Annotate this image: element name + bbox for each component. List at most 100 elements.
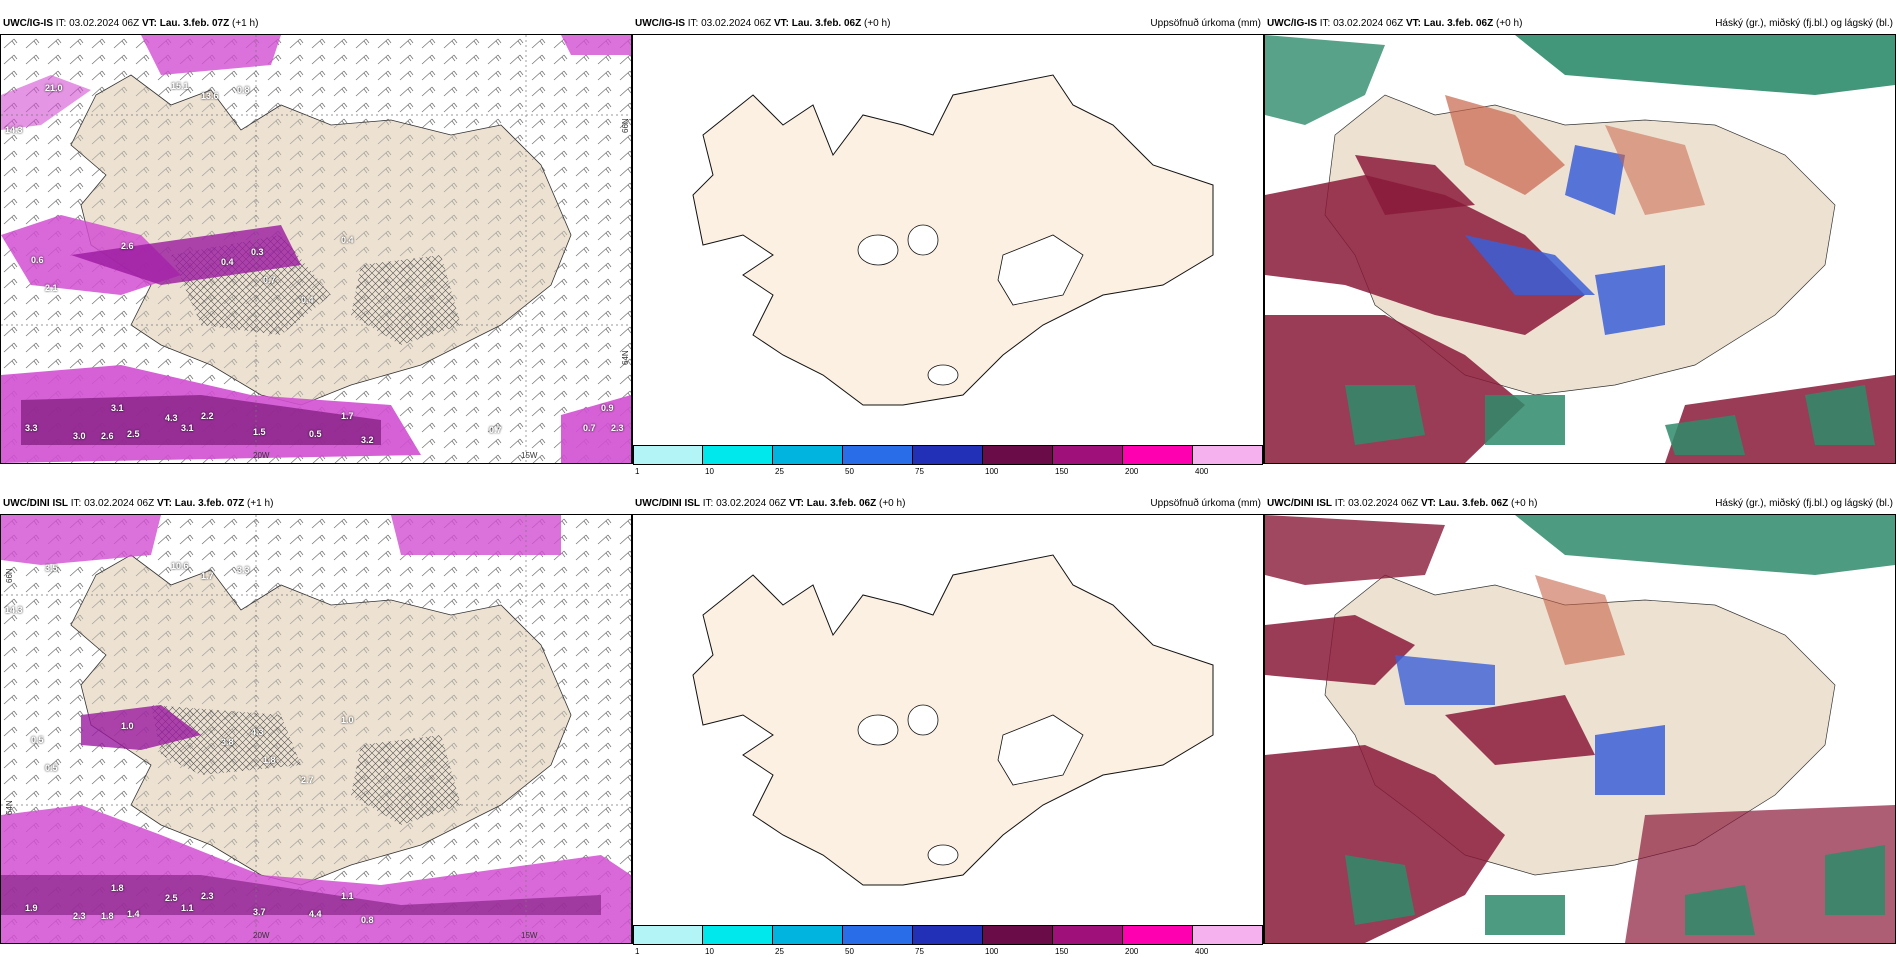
panel-header: UWC/IG-IS IT: 03.02.2024 06Z VT: Lau. 3.… bbox=[1267, 16, 1522, 32]
precip-value-label: 13.6 bbox=[201, 91, 219, 101]
lead-time: (+1 h) bbox=[247, 498, 274, 509]
model-name: UWC/IG-IS bbox=[1267, 18, 1317, 29]
model-name: UWC/IG-IS bbox=[635, 18, 685, 29]
precip-value-label: 2.5 bbox=[165, 893, 178, 903]
wind-precip-map-panel-2: UWC/DINI ISL IT: 03.02.2024 06Z VT: Lau.… bbox=[0, 498, 632, 944]
precip-value-label: 1.8 bbox=[111, 883, 124, 893]
legend-tick-label: 150 bbox=[1055, 947, 1069, 956]
lon-label: 20W bbox=[253, 451, 270, 460]
model-name: UWC/DINI ISL bbox=[3, 498, 68, 509]
precip-value-label: 3.7 bbox=[253, 907, 266, 917]
precip-value-label: 3.1 bbox=[111, 403, 124, 413]
precip-legend-ticks: 1 10 25 50 75 100 150 200 400 bbox=[633, 467, 1263, 477]
precip-value-label: 15.1 bbox=[171, 81, 189, 91]
precip-value-label: 0.7 bbox=[489, 425, 502, 435]
precip-value-label: 0.9 bbox=[601, 403, 614, 413]
precip-value-label: 2.1 bbox=[45, 283, 58, 293]
precip-value-label: 21.0 bbox=[45, 83, 63, 93]
precip-legend-ticks: 1 10 25 50 75 100 150 200 400 bbox=[633, 947, 1263, 957]
legend-swatch bbox=[1193, 925, 1263, 945]
legend-swatch bbox=[633, 925, 703, 945]
precip-accum-map bbox=[692, 554, 1214, 886]
cloud-cover-map bbox=[1265, 515, 1895, 943]
panel-header: UWC/IG-IS IT: 03.02.2024 06Z VT: Lau. 3.… bbox=[3, 16, 258, 32]
precip-value-label: 3.1 bbox=[181, 423, 194, 433]
precip-value-label: 0.7 bbox=[263, 275, 276, 285]
precip-value-label: 3.0 bbox=[73, 431, 86, 441]
precip-value-label: 1.7 bbox=[341, 411, 354, 421]
legend-swatch bbox=[773, 925, 843, 945]
legend-tick-label: 400 bbox=[1195, 947, 1209, 956]
iceland-land bbox=[692, 554, 1214, 886]
legend-tick-label: 1 bbox=[635, 947, 640, 956]
valid-label: VT: bbox=[788, 498, 804, 509]
legend-swatch bbox=[843, 445, 913, 465]
lead-time: (+0 h) bbox=[879, 498, 906, 509]
legend-swatch bbox=[633, 445, 703, 465]
legend-tick-label: 10 bbox=[705, 467, 714, 476]
legend-swatch bbox=[1193, 445, 1263, 465]
legend-tick-label: 50 bbox=[845, 947, 854, 956]
precip-value-label: 0.4 bbox=[341, 235, 354, 245]
precip-value-label: 3.3 bbox=[25, 423, 38, 433]
panel-title: Uppsöfnuð úrkoma (mm) bbox=[1150, 498, 1261, 509]
precip-value-label: 2.6 bbox=[121, 241, 134, 251]
panel-header: UWC/DINI ISL IT: 03.02.2024 06Z VT: Lau.… bbox=[3, 496, 273, 512]
legend-swatch bbox=[1053, 925, 1123, 945]
legend-swatch bbox=[703, 925, 773, 945]
precip-value-label: 2.3 bbox=[611, 423, 624, 433]
precip-value-label: 2.6 bbox=[101, 431, 114, 441]
wind-precip-map-panel-1: UWC/IG-IS IT: 03.02.2024 06Z VT: Lau. 3.… bbox=[0, 18, 632, 464]
lead-time: (+0 h) bbox=[1496, 18, 1523, 29]
legend-swatch bbox=[773, 445, 843, 465]
legend-swatch bbox=[1123, 925, 1193, 945]
wind-precip-map bbox=[1, 35, 631, 463]
precip-value-label: 10.6 bbox=[171, 561, 189, 571]
legend-tick-label: 10 bbox=[705, 947, 714, 956]
precip-value-label: 0.4 bbox=[301, 295, 314, 305]
legend-swatch bbox=[703, 445, 773, 465]
init-time: IT: 03.02.2024 06Z bbox=[70, 498, 155, 509]
model-name: UWC/IG-IS bbox=[3, 18, 53, 29]
legend-swatch bbox=[843, 925, 913, 945]
legend-swatch bbox=[983, 925, 1053, 945]
model-name: UWC/DINI ISL bbox=[635, 498, 700, 509]
precip-value-label: 4.3 bbox=[165, 413, 178, 423]
legend-swatch bbox=[1053, 445, 1123, 465]
valid-label: VT: bbox=[1420, 498, 1436, 509]
precip-value-label: 0.6 bbox=[31, 255, 44, 265]
precip-label-layer: 21.0 14.3 15.1 13.6 0.8 2.1 0.6 2.6 0.4 0.3 0.4 0.7… bbox=[1, 35, 631, 463]
precip-value-label: 0.8 bbox=[237, 85, 250, 95]
valid-time: Lau. 3.feb. 06Z bbox=[806, 498, 877, 509]
lat-label: 66N bbox=[621, 118, 630, 133]
init-time: IT: 03.02.2024 06Z bbox=[55, 18, 140, 29]
lon-label: 15W bbox=[521, 931, 538, 940]
precip-value-label: 2.5 bbox=[127, 429, 140, 439]
lead-time: (+0 h) bbox=[1511, 498, 1538, 509]
precip-value-label: 2.7 bbox=[301, 775, 314, 785]
legend-tick-label: 100 bbox=[985, 467, 999, 476]
legend-tick-label: 75 bbox=[915, 467, 924, 476]
valid-time: Lau. 3.feb. 07Z bbox=[174, 498, 245, 509]
precip-value-label: 1.0 bbox=[121, 721, 134, 731]
precip-value-label: 1.1 bbox=[181, 903, 194, 913]
precip-value-label: 2.3 bbox=[73, 911, 86, 921]
precip-value-label: 3.8 bbox=[221, 737, 234, 747]
lat-label: 64N bbox=[621, 350, 630, 365]
precip-legend bbox=[633, 925, 1263, 945]
legend-tick-label: 100 bbox=[985, 947, 999, 956]
lon-label: 15W bbox=[521, 451, 538, 460]
cloud-cover-panel-1: UWC/IG-IS IT: 03.02.2024 06Z VT: Lau. 3.… bbox=[1264, 18, 1896, 464]
panel-header: UWC/DINI ISL IT: 03.02.2024 06Z VT: Lau.… bbox=[1267, 496, 1537, 512]
legend-swatch bbox=[913, 445, 983, 465]
precip-value-label: 3.3 bbox=[237, 565, 250, 575]
legend-swatch bbox=[913, 925, 983, 945]
panel-header: UWC/IG-IS IT: 03.02.2024 06Z VT: Lau. 3.… bbox=[635, 16, 890, 32]
legend-tick-label: 150 bbox=[1055, 467, 1069, 476]
precip-value-label: 1.0 bbox=[341, 715, 354, 725]
precip-value-label: 0.4 bbox=[221, 257, 234, 267]
cloud-cover-panel-2: UWC/DINI ISL IT: 03.02.2024 06Z VT: Lau.… bbox=[1264, 498, 1896, 944]
lat-label: 64N bbox=[5, 800, 14, 815]
precip-value-label: 2.2 bbox=[201, 411, 214, 421]
wind-precip-map bbox=[1, 515, 631, 943]
